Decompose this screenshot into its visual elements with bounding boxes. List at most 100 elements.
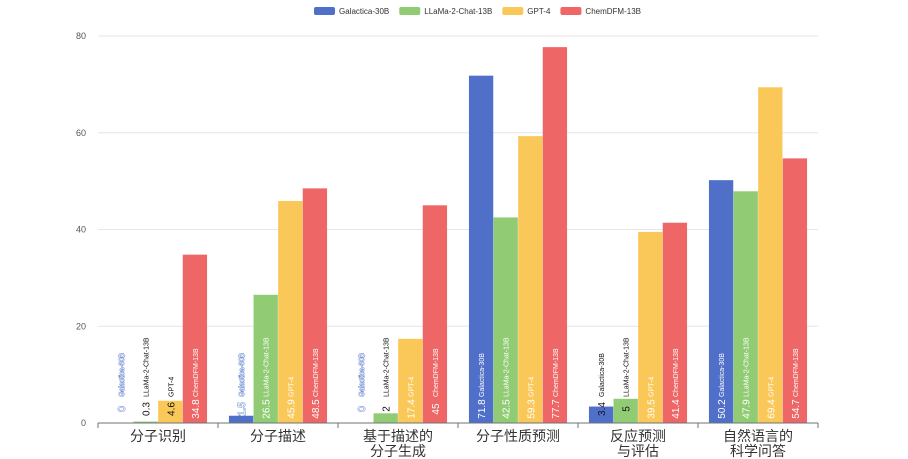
bar <box>518 136 543 424</box>
labels-layer: 0 Galactica-30B 1.5 Galactica-30B 0 Galactica… <box>117 337 802 419</box>
legend-item[interactable]: Galactica-30B <box>314 7 389 16</box>
legend-swatch <box>502 7 524 15</box>
bar <box>782 158 808 424</box>
bar <box>493 217 518 423</box>
bar-value-label: 45.9 <box>286 399 297 419</box>
bar <box>253 294 278 423</box>
legend-label: Galactica-30B <box>339 7 389 16</box>
y-tick-label: 60 <box>76 128 86 138</box>
bar-series-label: LLaMa-2-Chat-13B <box>264 337 271 397</box>
bar-series-label: LLaMa-2-Chat-13B <box>504 337 511 397</box>
legend[interactable]: Galactica-30B LLaMa-2-Chat-13B GPT-4 ChemDF… <box>314 7 641 16</box>
bar <box>302 188 328 423</box>
bar-value-label: 0 <box>357 406 368 412</box>
bar <box>733 191 758 423</box>
bar-value-label: 47.9 <box>742 399 753 419</box>
bar <box>588 406 614 423</box>
y-tick-label: 20 <box>76 321 86 331</box>
legend-label: GPT-4 <box>527 7 551 16</box>
bar <box>468 75 494 423</box>
grid-lines <box>98 35 818 327</box>
x-category-label: 反应预测 <box>610 428 666 445</box>
bar-value-label: 4.6 <box>166 402 177 416</box>
x-category-label: 科学问答 <box>730 443 786 459</box>
bar <box>613 398 638 423</box>
legend-label: LLaMa-2-Chat-13B <box>424 7 492 16</box>
x-category-label: 分子生成 <box>370 444 426 459</box>
bar-series-label: GPT-4 <box>288 377 295 397</box>
bar-value-label: 50.2 <box>717 399 728 419</box>
bar-value-label: 69.4 <box>766 399 777 419</box>
bar-value-label: 5 <box>622 406 633 412</box>
bar-series-label: ChemDFM-13B <box>193 348 200 397</box>
bar-series-label: ChemDFM-13B <box>793 348 800 397</box>
bar-value-label: 77.7 <box>551 399 562 419</box>
bar-value-label: 71.8 <box>477 399 488 419</box>
bar <box>638 231 663 423</box>
bar <box>278 200 303 423</box>
x-category-label: 分子描述 <box>250 429 306 445</box>
bar-series-label: ChemDFM-13B <box>433 348 440 397</box>
bar-value-label: 39.5 <box>646 399 657 419</box>
x-category-label: 分子识别 <box>130 429 186 445</box>
bar-series-label: GPT-4 <box>408 377 415 397</box>
bar-value-label: 48.5 <box>311 399 322 419</box>
bar-series-label: Galactica-30B <box>599 353 606 397</box>
bar <box>228 415 254 423</box>
bar-series-label: LLaMa-2-Chat-13B <box>744 337 751 397</box>
bar-value-label: 41.4 <box>671 399 682 419</box>
bar-value-label: 0.3 <box>142 402 153 416</box>
bar-series-label: ChemDFM-13B <box>313 348 320 397</box>
bar <box>422 205 448 423</box>
legend-item[interactable]: GPT-4 <box>502 7 551 16</box>
bar <box>758 87 783 423</box>
bar-value-label: 17.4 <box>406 399 417 419</box>
bar-value-label: 54.7 <box>791 399 802 419</box>
bar-value-label: 3.4 <box>597 402 608 416</box>
bar-series-label: Galactica-30B <box>119 353 126 397</box>
bar-series-label: ChemDFM-13B <box>553 348 560 397</box>
bar-series-label: GPT-4 <box>168 377 175 397</box>
y-tick-label: 0 <box>81 418 86 428</box>
bar <box>158 400 183 423</box>
bar-value-label: 42.5 <box>502 399 513 419</box>
bar-series-label: LLaMa-2-Chat-13B <box>624 337 631 397</box>
bar-value-label: 59.3 <box>526 399 537 419</box>
bar <box>373 413 398 423</box>
bar-series-label: GPT-4 <box>768 377 775 397</box>
bar <box>542 47 568 423</box>
legend-item[interactable]: LLaMa-2-Chat-13B <box>399 7 492 16</box>
bar-series-label: ChemDFM-13B <box>673 348 680 397</box>
legend-item[interactable]: ChemDFM-13B <box>560 7 641 16</box>
bar <box>182 254 208 423</box>
legend-swatch <box>314 7 335 15</box>
bar-series-label: Galactica-30B <box>479 353 486 397</box>
bar <box>662 222 688 423</box>
y-tick-label: 40 <box>76 225 86 235</box>
bar-value-label: 45 <box>431 403 442 415</box>
bar-series-label: GPT-4 <box>648 377 655 397</box>
legend-label: ChemDFM-13B <box>585 7 641 16</box>
bar-value-label: 34.8 <box>191 399 202 419</box>
bar-series-label: LLaMa-2-Chat-13B <box>384 337 391 397</box>
bar-series-label: Galactica-30B <box>359 353 366 397</box>
bar <box>398 338 423 423</box>
bar-value-label: 2 <box>382 406 393 412</box>
bar <box>708 180 734 423</box>
bars-layer <box>133 47 808 424</box>
bar <box>133 421 158 423</box>
bar-series-label: GPT-4 <box>528 377 535 397</box>
x-category-label: 自然语言的 <box>723 428 793 445</box>
bar-value-label: 1.5 <box>237 402 248 416</box>
x-category-label: 与评估 <box>617 444 659 459</box>
x-category-label: 基于描述的 <box>363 428 433 445</box>
x-category-label: 分子性质预测 <box>476 429 560 445</box>
bar-value-label: 26.5 <box>262 399 273 419</box>
bar-value-label: 0 <box>117 406 128 412</box>
bar-series-label: Galactica-30B <box>239 353 246 397</box>
y-tick-label: 80 <box>76 31 86 41</box>
bar-series-label: LLaMa-2-Chat-13B <box>144 337 151 397</box>
legend-swatch <box>399 7 421 15</box>
